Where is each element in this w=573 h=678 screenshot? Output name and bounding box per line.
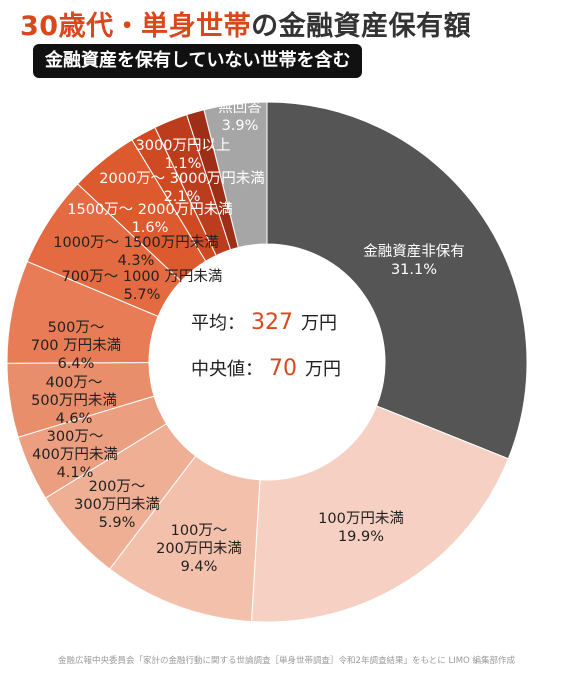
slice-label: 3000万円以上 1.1% [136,137,231,172]
median-unit: 万円 [305,359,341,380]
slice-label-line: 無回答 [218,99,262,116]
slice-label: 100万円未満 19.9% [318,510,404,545]
slice-value-text: 19.9% [338,529,384,545]
slice-label-line: 700 万円未満 [31,337,121,354]
slice-label: 300万〜 400万円未満 4.1% [32,429,118,481]
slice-value-text: 1.6% [132,220,169,236]
slice-label-line: 700万〜 1000 万円未満 [62,268,223,285]
chart-title-accent: 30歳代・単身世帯 [20,11,252,42]
slice-label-line: 500万〜 [48,320,105,336]
slice-label: 1000万〜 1500万円未満 4.3% [53,234,218,269]
donut-labels: 金融資産非保有 31.1% 100万円未満 19.9% 100万〜 200万円未満 9.4%… [31,99,465,575]
chart-title-rest: の金融資産保有額 [251,11,472,42]
slice-value-text: 5.7% [124,287,161,303]
slice-value-text: 4.3% [118,253,155,269]
slice-label-line: 100万〜 [171,523,228,539]
median-line: 中央値： 70 万円 [191,356,341,381]
slice-value-text: 3.9% [222,118,259,134]
slice-value-text: 4.6% [56,411,93,427]
average-label: 平均： [191,313,245,334]
average-value: 327 [251,310,293,335]
slice-label: 500万〜 700 万円未満 6.4% [31,320,121,372]
average-line: 平均： 327 万円 [191,310,337,335]
slice-value-text: 5.9% [99,515,136,531]
donut-slice [266,101,528,460]
source-note: 金融広報中央委員会「家計の金融行動に関する世論調査［単身世帯調査］令和2年調査結… [58,656,515,666]
slice-label: 700万〜 1000 万円未満 5.7% [62,268,223,303]
slice-label: 2000万〜 3000万円未満 2.1% [99,170,264,205]
donut-slices [6,101,528,623]
chart-subtitle-badge: 金融資産を保有していない世帯を含む [33,44,363,78]
donut-slice [250,405,509,623]
slice-value-text: 31.1% [391,262,437,278]
slice-label: 200万〜 300万円未満 5.9% [74,479,160,531]
slice-label-line: 300万〜 [47,429,104,445]
slice-label-line: 1500万〜 2000万円未満 [67,201,232,218]
slice-label-line: 200万〜 [89,479,146,495]
slice-label-line: 2000万〜 3000万円未満 [99,170,264,187]
slice-label: 金融資産非保有 31.1% [363,243,465,278]
slice-value-text: 2.1% [164,189,201,205]
slice-label-line: 300万円未満 [74,496,160,513]
average-unit: 万円 [301,313,337,334]
slice-value-text: 6.4% [58,356,95,372]
median-value: 70 [269,356,297,381]
slice-label: 100万〜 200万円未満 9.4% [156,523,242,575]
median-label: 中央値： [191,359,263,380]
slice-label-line: 3000万円以上 [136,137,231,154]
slice-label-line: 100万円未満 [318,510,404,527]
slice-value-text: 1.1% [165,156,202,172]
slice-label-line: 400万〜 [46,375,103,391]
donut-slice [203,101,268,249]
donut-center: 平均： 327 万円 中央値： 70 万円 [191,310,341,381]
slice-value-text: 4.1% [57,465,94,481]
chart-title: 30歳代・単身世帯の金融資産保有額 [20,4,471,43]
slice-label-line: 1000万〜 1500万円未満 [53,234,218,251]
slice-label: 400万〜 500万円未満 4.6% [31,375,117,427]
slice-label-line: 500万円未満 [31,392,117,409]
slice-label-line: 金融資産非保有 [363,243,465,260]
slice-value-text: 9.4% [181,559,218,575]
slice-label-line: 200万円未満 [156,540,242,557]
slice-label-line: 400万円未満 [32,446,118,463]
slice-label: 無回答 3.9% [218,99,262,134]
slice-label: 1500万〜 2000万円未満 1.6% [67,201,232,236]
